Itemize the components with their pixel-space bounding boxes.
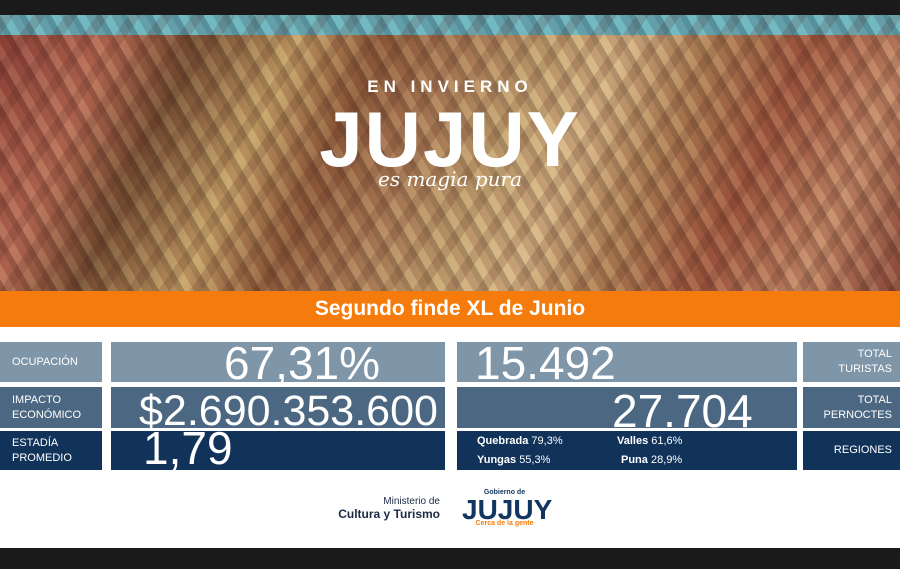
ocupacion-label: OCUPACIÓN — [0, 342, 102, 382]
impacto-label: IMPACTO ECONÓMICO — [0, 387, 102, 428]
ministry-line2: Cultura y Turismo — [338, 507, 440, 521]
label-text: ESTADÍA — [12, 436, 59, 449]
gov-top: Gobierno de — [483, 489, 526, 496]
label-text: PROMEDIO — [12, 451, 72, 464]
logo-tagline: es magia pura — [378, 167, 522, 191]
label-text: TOTAL — [857, 348, 892, 360]
ministry-line1: Ministerio de — [383, 496, 440, 507]
banner-title: Segundo finde XL de Junio — [0, 291, 900, 327]
pernoctes-label: TOTAL PERNOCTES — [803, 387, 900, 428]
logo-title: JUJUY — [319, 95, 581, 183]
regiones-label: REGIONES — [803, 431, 900, 470]
label-text: ECONÓMICO — [12, 408, 82, 421]
label-text: REGIONES — [833, 444, 892, 456]
pernoctes-value: 27.704 — [457, 385, 797, 437]
label-text: OCUPACIÓN — [12, 355, 78, 368]
gov-name: JUJUY — [462, 494, 553, 525]
regiones-values: Quebrada 79,3% Valles 61,6% Yungas 55,3%… — [457, 431, 797, 470]
estadia-value: 1,79 — [111, 422, 445, 474]
label-text: TOTAL — [857, 393, 892, 406]
hero-image: EN INVIERNO JUJUY es magia pura — [0, 15, 900, 291]
gov-tag: Cerca de la gente — [475, 520, 534, 527]
government-logo: Gobierno de JUJUY Cerca de la gente — [462, 489, 553, 527]
bottom-bar — [0, 548, 900, 569]
region-puna: Puna 28,9% — [621, 454, 683, 466]
estadia-label: ESTADÍA PROMEDIO — [0, 431, 102, 470]
value-text: 67,31% — [224, 337, 381, 389]
label-text: PERNOCTES — [823, 408, 892, 421]
value-text: 15.492 — [475, 337, 616, 389]
label-text: TURISTAS — [838, 363, 892, 375]
value-text: 1,79 — [143, 422, 233, 474]
turistas-label: TOTAL TURISTAS — [803, 342, 900, 382]
jujuy-logo: EN INVIERNO JUJUY es magia pura — [0, 77, 900, 191]
region-yungas: Yungas 55,3% — [477, 454, 551, 466]
ocupacion-value: 67,31% — [111, 337, 445, 389]
value-text: $2.690.353.600 — [139, 387, 438, 435]
ministry-logo: Ministerio de Cultura y Turismo — [300, 496, 440, 521]
region-valles: Valles 61,6% — [617, 435, 683, 447]
turistas-value: 15.492 — [457, 337, 797, 389]
impacto-value: $2.690.353.600 — [111, 387, 445, 435]
value-text: 27.704 — [612, 385, 753, 437]
logo-subtitle: EN INVIERNO — [367, 77, 533, 96]
label-text: IMPACTO — [12, 393, 62, 406]
region-quebrada: Quebrada 79,3% — [477, 435, 563, 447]
